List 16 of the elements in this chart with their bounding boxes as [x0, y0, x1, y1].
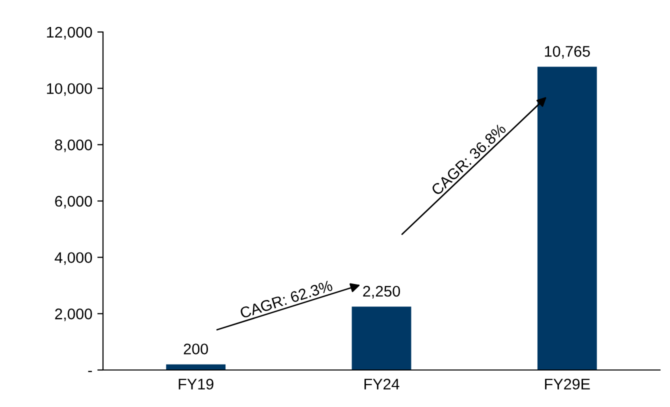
- y-tick-label: -: [88, 370, 92, 372]
- bar: [537, 66, 597, 370]
- bar: [352, 306, 412, 370]
- x-tick-label: FY19: [178, 378, 214, 390]
- y-tick-label: 4,000: [54, 252, 92, 265]
- x-tick-label: FY29E: [545, 378, 590, 390]
- y-tick-label: 12,000: [47, 26, 92, 40]
- y-tick-label: 8,000: [55, 140, 92, 152]
- y-tick-label: 6,000: [55, 196, 92, 208]
- data-label: 2,250: [363, 286, 400, 298]
- x-tick-label: FY24: [364, 378, 400, 390]
- data-label: 200: [184, 344, 208, 354]
- y-tick-label: 10,000: [47, 83, 92, 96]
- data-label: 10,765: [544, 46, 590, 59]
- annotation: CAGR: 62.3%: [239, 280, 334, 319]
- y-tick-label: 2,000: [55, 308, 92, 322]
